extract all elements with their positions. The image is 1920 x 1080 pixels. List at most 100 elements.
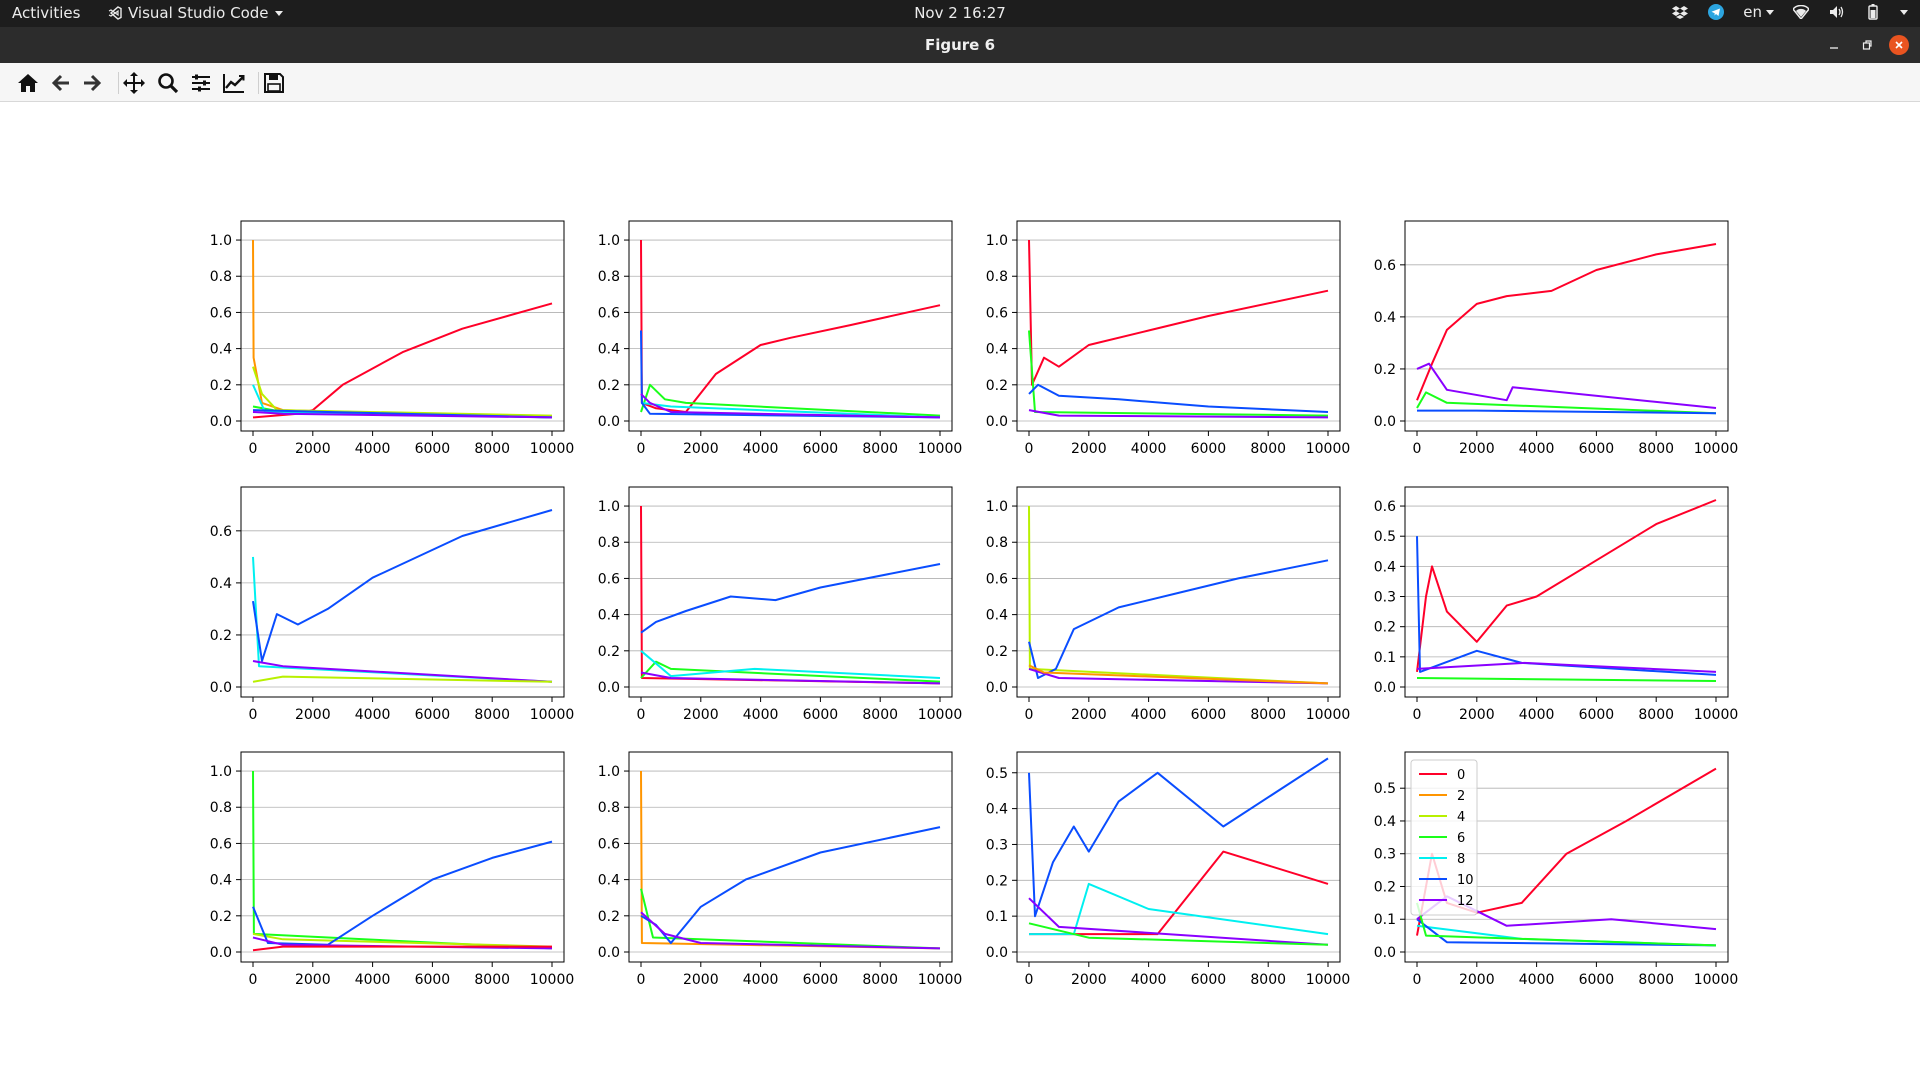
series-line-4 bbox=[252, 675, 553, 683]
y-tick-label: 0.6 bbox=[598, 305, 620, 321]
close-button[interactable] bbox=[1889, 35, 1909, 55]
vscode-icon bbox=[108, 6, 122, 20]
back-button[interactable] bbox=[49, 71, 73, 95]
subplot-grid[interactable]: 0.0 0.2 0.4 0.6 0.8 1.0 0 2000 4000 6000 8000 10000… bbox=[0, 102, 1920, 1080]
x-tick-label: 2000 bbox=[1459, 707, 1495, 723]
x-tick-label: 8000 bbox=[862, 972, 898, 988]
subplot-7: 0.0 0.2 0.4 0.6 0.8 1.0 0 2000 4000 6000 8000 10000 bbox=[986, 486, 1351, 723]
axes-frame bbox=[1404, 220, 1729, 432]
series-line-4 bbox=[252, 932, 553, 948]
chevron-down-icon bbox=[1766, 9, 1774, 15]
x-tick-label: 6000 bbox=[415, 972, 451, 988]
subplot-9: 0.0 0.2 0.4 0.6 0.8 1.0 0 2000 4000 6000 8000 10000 bbox=[210, 751, 574, 988]
x-tick-label: 6000 bbox=[1191, 441, 1227, 457]
system-top-bar: Activities Visual Studio Code Nov 2 16:2… bbox=[0, 0, 1920, 27]
x-tick-label: 2000 bbox=[683, 707, 719, 723]
x-tick-label: 10000 bbox=[1306, 441, 1351, 457]
system-menu-chevron-icon[interactable] bbox=[1900, 9, 1908, 15]
series-line-10 bbox=[1417, 409, 1717, 415]
x-tick-label: 4000 bbox=[743, 972, 779, 988]
series-line-0 bbox=[252, 945, 552, 952]
y-tick-label: 0.3 bbox=[986, 837, 1008, 853]
y-tick-label: 0.8 bbox=[598, 800, 620, 816]
x-tick-label: 4000 bbox=[355, 441, 391, 457]
y-tick-label: 1.0 bbox=[598, 764, 620, 780]
clock[interactable]: Nov 2 16:27 bbox=[914, 4, 1006, 22]
x-tick-label: 2000 bbox=[683, 972, 719, 988]
x-tick-label: 0 bbox=[1413, 707, 1422, 723]
x-tick-label: 8000 bbox=[862, 707, 898, 723]
y-tick-label: 0.8 bbox=[598, 535, 620, 551]
x-tick-label: 4000 bbox=[1519, 707, 1555, 723]
x-tick-label: 2000 bbox=[1071, 441, 1107, 457]
y-tick-label: 0.2 bbox=[598, 909, 620, 925]
y-tick-label: 0.4 bbox=[986, 608, 1008, 624]
toolbar-separator bbox=[118, 72, 119, 94]
series-line-10 bbox=[1416, 536, 1717, 676]
y-tick-label: 0.2 bbox=[986, 873, 1008, 889]
x-tick-label: 8000 bbox=[1250, 707, 1286, 723]
minimize-icon bbox=[1830, 47, 1838, 49]
x-tick-label: 0 bbox=[637, 972, 646, 988]
x-tick-label: 10000 bbox=[1694, 972, 1739, 988]
x-tick-label: 2000 bbox=[295, 707, 331, 723]
battery-icon[interactable] bbox=[1864, 3, 1882, 21]
x-tick-label: 4000 bbox=[743, 707, 779, 723]
x-tick-label: 0 bbox=[637, 441, 646, 457]
y-tick-label: 0.2 bbox=[598, 644, 620, 660]
zoom-button[interactable] bbox=[156, 71, 180, 95]
zoom-icon bbox=[158, 73, 179, 94]
window-title-bar[interactable]: Figure 6 bbox=[0, 27, 1920, 63]
y-tick-label: 0.2 bbox=[210, 378, 232, 394]
y-tick-label: 0.8 bbox=[986, 269, 1008, 285]
y-tick-label: 0.8 bbox=[210, 800, 232, 816]
y-tick-label: 0.2 bbox=[598, 378, 620, 394]
x-tick-label: 10000 bbox=[918, 707, 963, 723]
y-tick-label: 0.6 bbox=[210, 524, 232, 540]
pan-button[interactable] bbox=[122, 71, 146, 95]
x-tick-label: 6000 bbox=[1579, 707, 1615, 723]
series-line-6 bbox=[1416, 391, 1717, 415]
volume-icon[interactable] bbox=[1828, 3, 1846, 21]
minimize-button[interactable] bbox=[1824, 35, 1844, 55]
y-tick-label: 0.4 bbox=[1374, 814, 1396, 830]
series-line-0 bbox=[640, 505, 941, 685]
series-line-12 bbox=[252, 660, 553, 683]
x-tick-label: 6000 bbox=[415, 441, 451, 457]
y-tick-label: 0.0 bbox=[1374, 414, 1396, 430]
y-tick-label: 0.4 bbox=[210, 576, 232, 592]
system-tray: en bbox=[1671, 3, 1908, 21]
app-menu[interactable]: Visual Studio Code bbox=[108, 4, 283, 22]
forward-button[interactable] bbox=[80, 71, 104, 95]
subplot-4: 0.0 0.2 0.4 0.6 0 2000 4000 6000 8000 10000 bbox=[1374, 220, 1738, 457]
series-line-4 bbox=[1028, 505, 1329, 685]
figure-canvas[interactable]: 0.0 0.2 0.4 0.6 0.8 1.0 0 2000 4000 6000 8000 10000… bbox=[0, 102, 1920, 1080]
home-button[interactable] bbox=[16, 71, 40, 95]
x-tick-label: 8000 bbox=[1250, 441, 1286, 457]
y-tick-label: 0.1 bbox=[1374, 912, 1396, 928]
language-selector[interactable]: en bbox=[1743, 3, 1774, 21]
dropbox-icon[interactable] bbox=[1671, 3, 1689, 21]
subplot-10: 0.0 0.2 0.4 0.6 0.8 1.0 0 2000 4000 6000 8000 10000 bbox=[598, 751, 962, 988]
x-tick-label: 2000 bbox=[1459, 441, 1495, 457]
x-tick-label: 8000 bbox=[474, 972, 510, 988]
figure-toolbar bbox=[0, 63, 1920, 102]
axes-frame bbox=[240, 486, 565, 698]
configure-subplots-button[interactable] bbox=[189, 71, 213, 95]
x-tick-label: 2000 bbox=[295, 441, 331, 457]
save-button[interactable] bbox=[262, 71, 286, 95]
x-tick-label: 0 bbox=[1413, 972, 1422, 988]
series-line-10 bbox=[1028, 383, 1329, 413]
x-tick-label: 10000 bbox=[1306, 707, 1351, 723]
restore-button[interactable] bbox=[1857, 35, 1877, 55]
edit-axis-button[interactable] bbox=[222, 71, 246, 95]
x-tick-label: 4000 bbox=[1131, 707, 1167, 723]
x-tick-label: 4000 bbox=[355, 972, 391, 988]
axes-frame bbox=[240, 751, 565, 963]
x-tick-label: 8000 bbox=[1638, 707, 1674, 723]
wifi-icon[interactable] bbox=[1792, 3, 1810, 21]
activities-button[interactable]: Activities bbox=[12, 4, 81, 22]
x-tick-label: 8000 bbox=[862, 441, 898, 457]
series-line-0 bbox=[252, 302, 553, 419]
telegram-icon[interactable] bbox=[1707, 3, 1725, 21]
